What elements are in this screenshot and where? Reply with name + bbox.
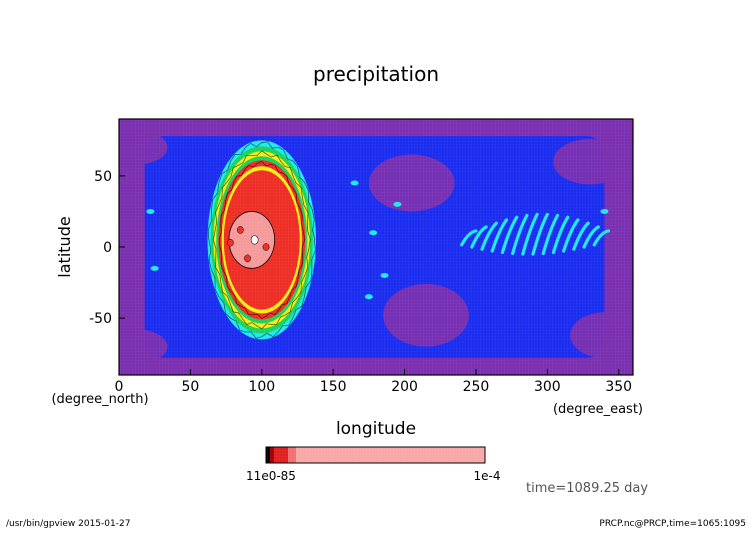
footer-right: PRCP.nc@PRCP,time=1065:1095 bbox=[599, 519, 746, 529]
y-tick-label: -50 bbox=[89, 311, 112, 327]
y-axis-label: latitude bbox=[55, 216, 74, 277]
footer-left: /usr/bin/gpview 2015-01-27 bbox=[6, 519, 130, 529]
colorbar: 11e0-85 1e-4 bbox=[246, 446, 501, 483]
chart-title: precipitation bbox=[313, 62, 439, 86]
x-axis-label: longitude bbox=[336, 419, 416, 439]
time-annotation: time=1089.25 day bbox=[526, 481, 648, 496]
x-tick-label: 100 bbox=[248, 379, 275, 395]
y-axis-ticks: -50 0 50 bbox=[89, 169, 125, 327]
x-tick-label: 50 bbox=[181, 379, 199, 395]
x-tick-label: 300 bbox=[534, 379, 561, 395]
x-axis-unit: (degree_east) bbox=[553, 402, 643, 417]
y-tick-label: 50 bbox=[94, 169, 112, 185]
x-tick-label: 200 bbox=[391, 379, 418, 395]
x-tick-label: 150 bbox=[320, 379, 347, 395]
x-tick-label: 250 bbox=[463, 379, 490, 395]
x-tick-label: 0 bbox=[115, 379, 124, 395]
y-axis-unit: (degree_north) bbox=[51, 392, 148, 407]
y-tick-label: 0 bbox=[103, 240, 112, 256]
x-tick-label: 350 bbox=[605, 379, 632, 395]
x-axis-ticks: 0 50 100 150 200 250 300 350 bbox=[115, 369, 632, 395]
colorbar-right-label: 1e-4 bbox=[474, 469, 501, 483]
plot-area bbox=[119, 119, 633, 375]
colorbar-frame bbox=[265, 446, 486, 464]
grid-overlay bbox=[119, 119, 633, 375]
colorbar-hatching bbox=[266, 447, 485, 463]
colorbar-left-label: 11e0-85 bbox=[246, 469, 296, 483]
